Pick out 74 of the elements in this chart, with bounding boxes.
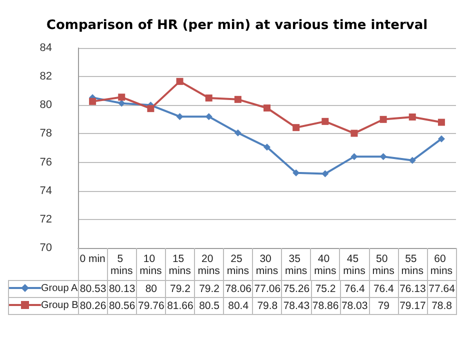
x-tick-label: 35 mins (284, 253, 308, 277)
data-label: 80 (136, 280, 166, 298)
y-tick-label: 74 (40, 184, 52, 197)
point (205, 113, 212, 120)
point (438, 118, 445, 126)
data-label: 77.06 (252, 280, 282, 298)
data-label: 78.43 (282, 298, 311, 314)
data-label: 79 (369, 298, 398, 314)
data-label: 79.2 (194, 280, 224, 298)
point (205, 94, 212, 102)
data-label: 78.8 (427, 298, 456, 314)
x-tick-label: 50 mins (372, 253, 394, 277)
x-tick-label: 45 mins (343, 253, 366, 277)
x-tick-label: 10 mins (140, 253, 162, 277)
data-label: 76.13 (398, 280, 428, 298)
data-label: 79.8 (252, 298, 282, 314)
point (438, 135, 445, 142)
point (118, 94, 126, 101)
data-label: 80.4 (224, 298, 253, 314)
data-label: 79.2 (166, 280, 195, 298)
point (118, 100, 126, 107)
data-label: 80.13 (108, 280, 137, 298)
data-label: 75.2 (311, 280, 340, 298)
y-tick-label: 78 (40, 128, 52, 140)
x-tick-label: 5 mins (110, 253, 133, 277)
point (322, 118, 329, 125)
data-label: 79.76 (136, 298, 166, 314)
y-tick-label: 84 (40, 42, 52, 54)
data-label: 80.53 (78, 280, 108, 298)
y-tick-label: 80 (40, 99, 52, 112)
legend-label: Group B (8, 298, 78, 314)
point (89, 98, 96, 105)
legend-label: Group A (8, 280, 78, 298)
x-tick-label: 30 mins (256, 253, 278, 277)
point (234, 96, 242, 103)
point (350, 153, 358, 160)
x-tick-label: 0 min (80, 253, 106, 265)
data-label: 78.06 (224, 280, 253, 298)
data-label: 78.03 (340, 298, 370, 314)
point (380, 116, 387, 123)
point (234, 129, 242, 136)
data-label: 79.17 (398, 298, 428, 314)
point (322, 170, 329, 178)
point (350, 130, 358, 137)
data-label: 78.86 (311, 298, 340, 314)
data-label: 77.64 (427, 280, 456, 298)
x-tick-label: 60 mins (430, 253, 453, 277)
data-label: 80.56 (108, 298, 137, 314)
y-tick-label: 70 (40, 242, 52, 254)
point (264, 104, 270, 112)
data-label: 81.66 (166, 298, 195, 314)
y-tick-label: 82 (40, 70, 52, 83)
point (147, 105, 154, 112)
data-label: 75.26 (282, 280, 311, 298)
point (264, 144, 270, 151)
point (176, 113, 184, 120)
x-tick-label: 55 mins (401, 253, 424, 277)
point (408, 114, 416, 120)
point (408, 156, 416, 164)
x-tick-label: 40 mins (314, 253, 336, 277)
x-tick-label: 20 mins (198, 253, 220, 277)
data-label: 76.4 (369, 280, 398, 298)
point (380, 153, 387, 160)
chart-title: Comparison of HR (per min) at various time interval (46, 18, 428, 33)
x-tick-label: 15 mins (168, 253, 191, 277)
y-tick-label: 76 (40, 156, 52, 168)
data-label: 80.5 (194, 298, 224, 314)
data-label: 76.4 (340, 280, 370, 298)
y-tick-label: 72 (40, 213, 52, 226)
point (292, 169, 300, 176)
data-label: 80.26 (78, 298, 108, 314)
point (292, 124, 300, 132)
x-tick-label: 25 mins (226, 253, 250, 277)
point (176, 78, 184, 85)
